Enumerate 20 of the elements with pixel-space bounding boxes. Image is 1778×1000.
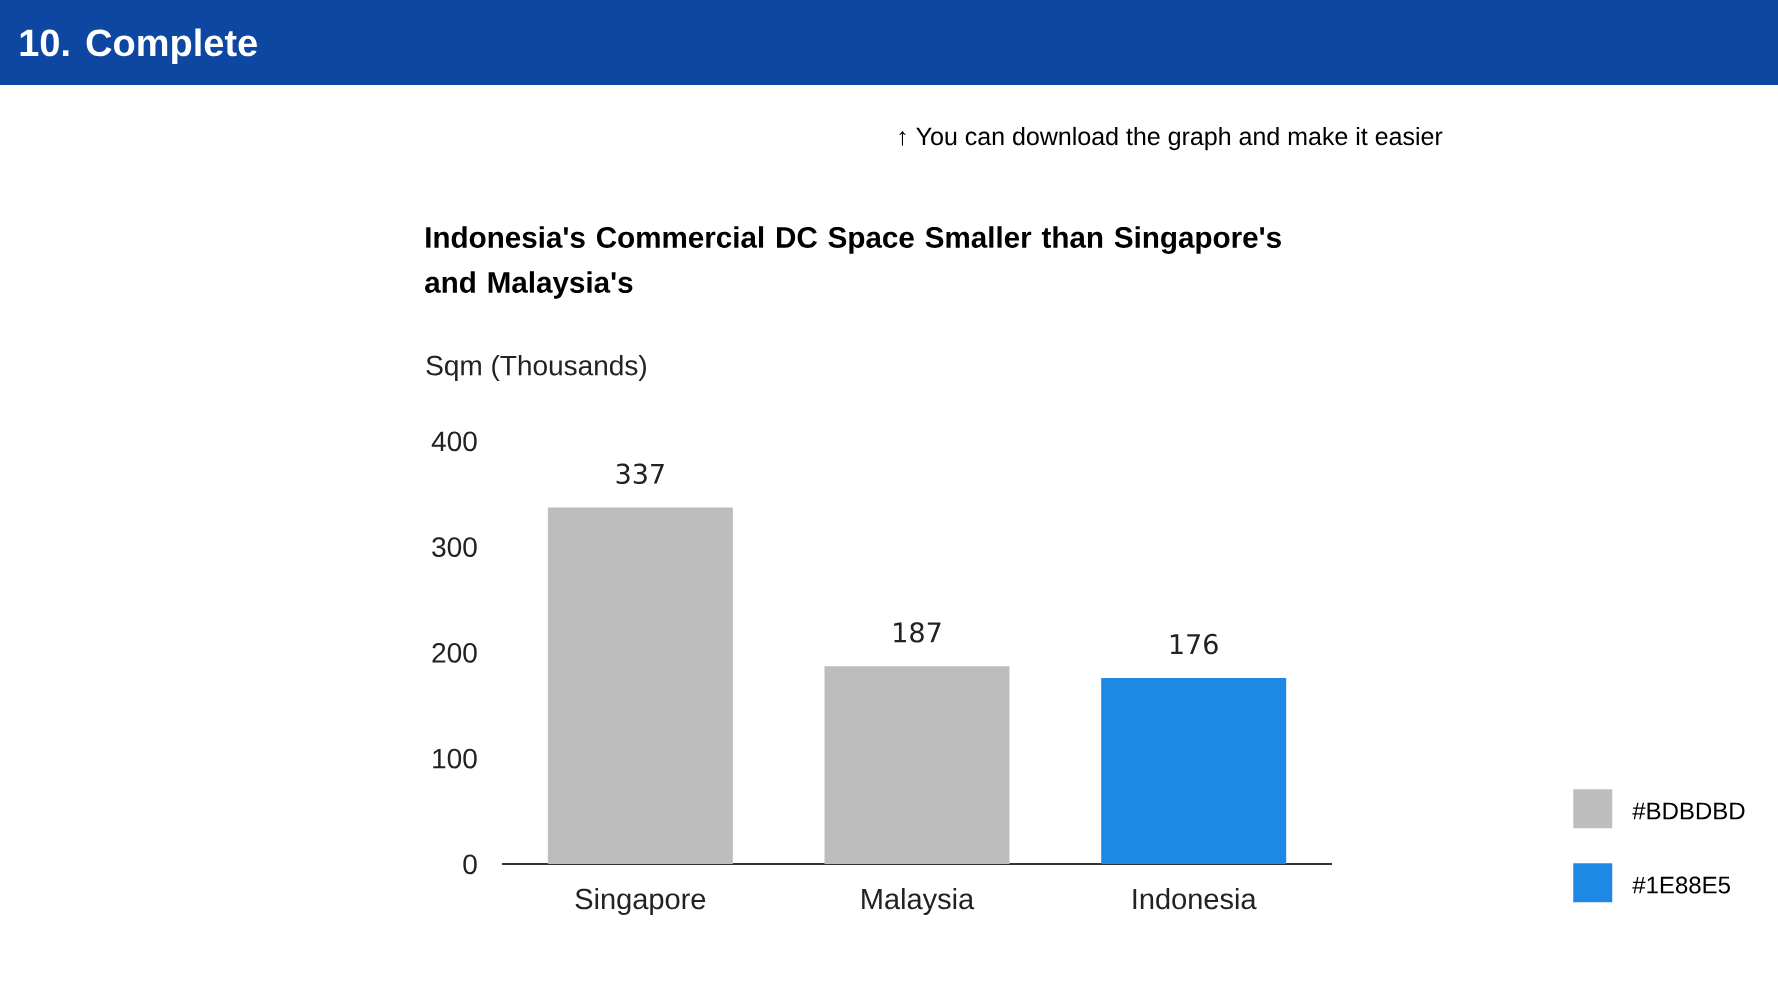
legend-label: #BDBDBD bbox=[1632, 802, 1745, 820]
x-tick-label: Singapore bbox=[575, 887, 706, 916]
data-label: 176 bbox=[1170, 633, 1218, 655]
text: 10. Complete bbox=[20, 28, 257, 64]
chart-title: Indonesia's Commercial DC Space Smaller than Singapore's and Malaysia's bbox=[425, 226, 1281, 299]
y-tick-label: 300 bbox=[432, 537, 477, 558]
bar bbox=[1101, 677, 1287, 864]
legend-label: #1E88E5 bbox=[1632, 876, 1730, 894]
y-tick-label: 200 bbox=[432, 642, 477, 663]
y-tick-label: 0 bbox=[463, 854, 477, 875]
bar bbox=[824, 666, 1010, 864]
y-axis-title: Sqm (Thousands) bbox=[426, 354, 646, 382]
y-tick-label: 400 bbox=[431, 431, 477, 452]
bar bbox=[547, 507, 733, 864]
data-label: 337 bbox=[616, 463, 664, 484]
x-tick-label: Indonesia bbox=[1133, 887, 1257, 910]
y-tick-label: 100 bbox=[433, 748, 477, 769]
data-label: 187 bbox=[894, 622, 941, 643]
x-tick-label: Malaysia bbox=[862, 887, 975, 916]
text: ↑ You can download the graph and make it easier bbox=[899, 126, 1443, 151]
